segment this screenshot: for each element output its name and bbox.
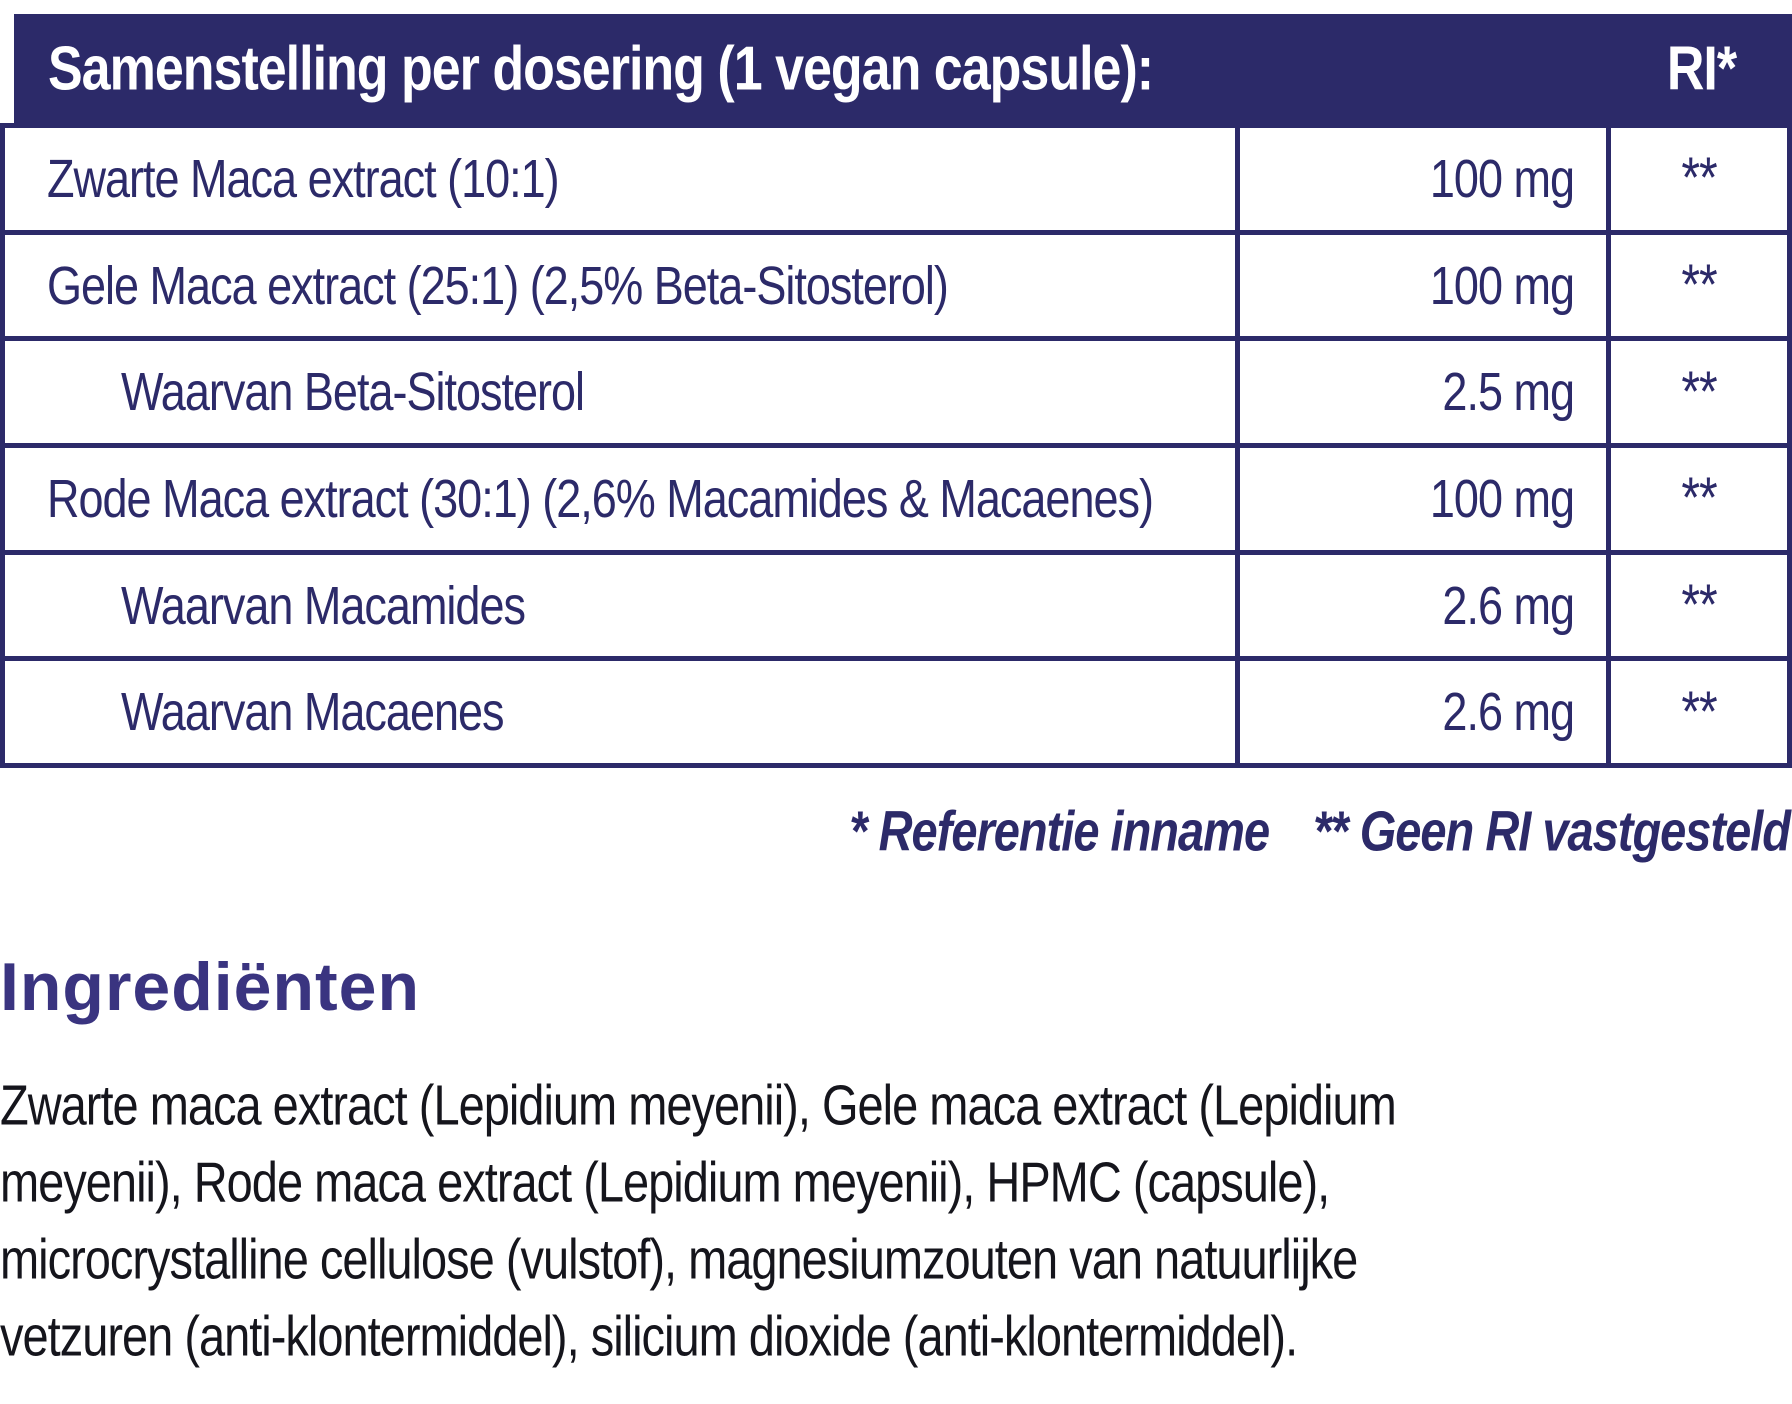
ingredients-line-text: meyenii), Rode maca extract (Lepidium me…: [0, 1149, 1330, 1214]
ingredient-name-cell: Gele Maca extract (25:1) (2,5% Beta-Sito…: [5, 235, 1235, 337]
amount-value: 100 mg: [1429, 254, 1575, 316]
table-row: Rode Maca extract (30:1) (2,6% Macamides…: [5, 443, 1787, 550]
ingredients-line: Zwarte maca extract (Lepidium meyenii), …: [0, 1066, 1792, 1143]
ingredient-name: Waarvan Beta-Sitosterol: [121, 360, 585, 423]
table-header: Samenstelling per dosering (1 vegan caps…: [14, 14, 1792, 123]
ingredient-name: Waarvan Macaenes: [121, 680, 505, 743]
ingredients-heading: Ingrediënten: [0, 949, 421, 1025]
ri-cell: **: [1606, 234, 1787, 337]
ingredient-name-cell: Waarvan Macamides: [5, 555, 1235, 657]
ingredients-line-text: vetzuren (anti-klontermiddel), silicium …: [0, 1303, 1298, 1368]
ingredient-name: Waarvan Macamides: [121, 574, 526, 636]
ri-cell: **: [1606, 341, 1787, 444]
ri-column-header-text: RI*: [1666, 33, 1737, 104]
ingredient-name-cell: Zwarte Maca extract (10:1): [5, 128, 1235, 230]
ingredient-name-cell: Waarvan Beta-Sitosterol: [5, 341, 1235, 443]
ingredient-name: Zwarte Maca extract (10:1): [47, 147, 560, 209]
footnote: * Referentie inname ** Geen RI vastgeste…: [0, 790, 1791, 870]
table-title-text: Samenstelling per dosering (1 vegan caps…: [48, 33, 1154, 104]
table-title: Samenstelling per dosering (1 vegan caps…: [14, 34, 1611, 104]
ingredient-name-cell: Rode Maca extract (30:1) (2,6% Macamides…: [5, 448, 1235, 550]
ingredients-line: vetzuren (anti-klontermiddel), silicium …: [0, 1297, 1792, 1374]
amount-cell: 100 mg: [1235, 448, 1606, 550]
ingredients-line: microcrystalline cellulose (vulstof), ma…: [0, 1220, 1792, 1297]
amount-cell: 2.6 mg: [1235, 554, 1606, 657]
table-row: Gele Maca extract (25:1) (2,5% Beta-Sito…: [5, 229, 1787, 337]
amount-value: 2.6 mg: [1442, 574, 1575, 636]
amount-value: 100 mg: [1429, 467, 1575, 529]
amount-value: 2.5 mg: [1442, 360, 1575, 423]
ri-value: **: [1681, 573, 1717, 638]
ingredients-line-text: microcrystalline cellulose (vulstof), ma…: [0, 1226, 1358, 1291]
amount-cell: 2.6 mg: [1235, 661, 1606, 764]
ri-value: **: [1681, 253, 1717, 318]
ri-value: **: [1681, 360, 1717, 424]
ingredient-name-cell: Waarvan Macaenes: [5, 661, 1235, 763]
ri-cell: **: [1606, 554, 1787, 657]
table-row: Waarvan Beta-Sitosterol 2.5 mg **: [5, 336, 1787, 444]
ri-cell: **: [1606, 448, 1787, 550]
ingredients-line: meyenii), Rode maca extract (Lepidium me…: [0, 1143, 1792, 1220]
ri-value: **: [1681, 467, 1717, 531]
amount-value: 100 mg: [1429, 147, 1575, 209]
ingredients-paragraph: Zwarte maca extract (Lepidium meyenii), …: [0, 1066, 1792, 1374]
footnote-reference-intake: * Referentie inname: [849, 798, 1270, 862]
table-row: Waarvan Macaenes 2.6 mg **: [5, 656, 1787, 764]
ri-column-header: RI*: [1611, 34, 1792, 104]
amount-value: 2.6 mg: [1442, 680, 1575, 743]
amount-cell: 100 mg: [1235, 128, 1606, 230]
ingredient-name: Rode Maca extract (30:1) (2,6% Macamides…: [47, 467, 1154, 529]
ri-value: **: [1681, 680, 1717, 744]
ri-value: **: [1681, 147, 1717, 211]
ri-cell: **: [1606, 128, 1787, 230]
ingredient-name: Gele Maca extract (25:1) (2,5% Beta-Sito…: [47, 254, 949, 316]
amount-cell: 100 mg: [1235, 234, 1606, 337]
ri-cell: **: [1606, 661, 1787, 764]
supplement-facts-table: Zwarte Maca extract (10:1) 100 mg ** Gel…: [0, 123, 1792, 768]
ingredients-line-text: Zwarte maca extract (Lepidium meyenii), …: [0, 1072, 1397, 1137]
table-row: Waarvan Macamides 2.6 mg **: [5, 549, 1787, 657]
amount-cell: 2.5 mg: [1235, 341, 1606, 444]
footnote-no-ri: ** Geen RI vastgesteld: [1313, 798, 1791, 862]
table-row: Zwarte Maca extract (10:1) 100 mg **: [5, 128, 1787, 230]
